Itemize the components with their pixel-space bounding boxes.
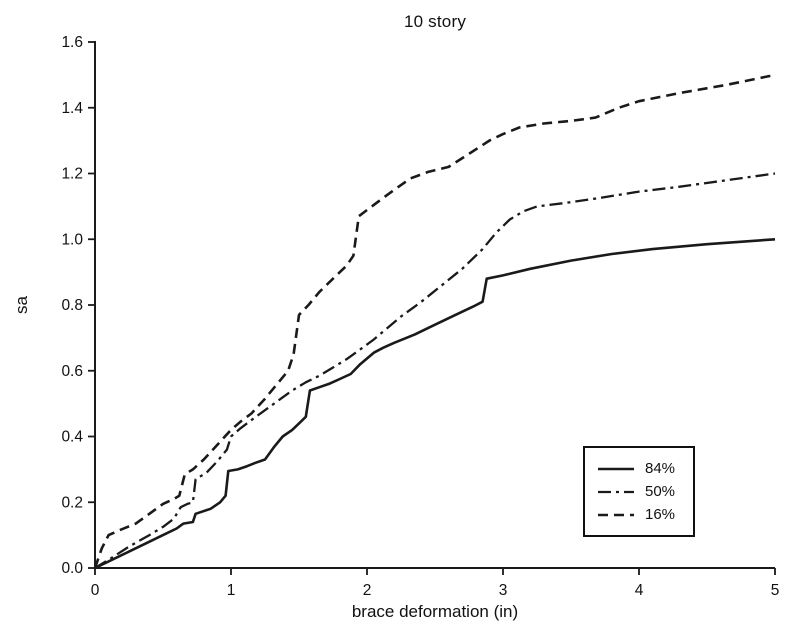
x-tick-label: 2 [363, 582, 372, 599]
legend-line-sample [598, 467, 634, 470]
y-tick-label: 1.0 [61, 231, 83, 248]
y-tick-label: 1.4 [61, 100, 83, 117]
x-tick-label: 4 [635, 582, 644, 599]
legend-line-sample [598, 513, 634, 516]
x-tick-label: 0 [91, 582, 100, 599]
y-tick-label: 0.2 [61, 494, 83, 511]
y-axis-label: sa [12, 296, 31, 314]
x-axis-label: brace deformation (in) [351, 602, 519, 621]
legend-entry: 84% [597, 457, 681, 480]
legend-label: 50% [645, 483, 676, 500]
y-tick-label: 0.0 [61, 560, 83, 577]
y-tick-label: 0.8 [61, 297, 83, 314]
x-tick-label: 1 [227, 582, 236, 599]
y-tick-label: 0.6 [61, 363, 83, 380]
legend-label: 16% [645, 506, 676, 523]
legend-entry: 16% [597, 503, 681, 526]
legend: 84% 50% 16% [583, 446, 695, 537]
chart-title: 10 story [403, 12, 467, 31]
x-tick-label: 3 [499, 582, 508, 599]
y-tick-label: 1.6 [61, 34, 83, 51]
legend-line-sample [598, 490, 634, 493]
series-line-50% [94, 172, 776, 569]
legend-entry: 50% [597, 480, 681, 503]
legend-label: 84% [645, 460, 676, 477]
y-tick-label: 1.2 [61, 166, 83, 183]
x-tick-label: 5 [771, 582, 780, 599]
series-line-84% [94, 238, 776, 570]
y-tick-label: 0.4 [61, 429, 83, 446]
series-line-16% [93, 73, 776, 569]
